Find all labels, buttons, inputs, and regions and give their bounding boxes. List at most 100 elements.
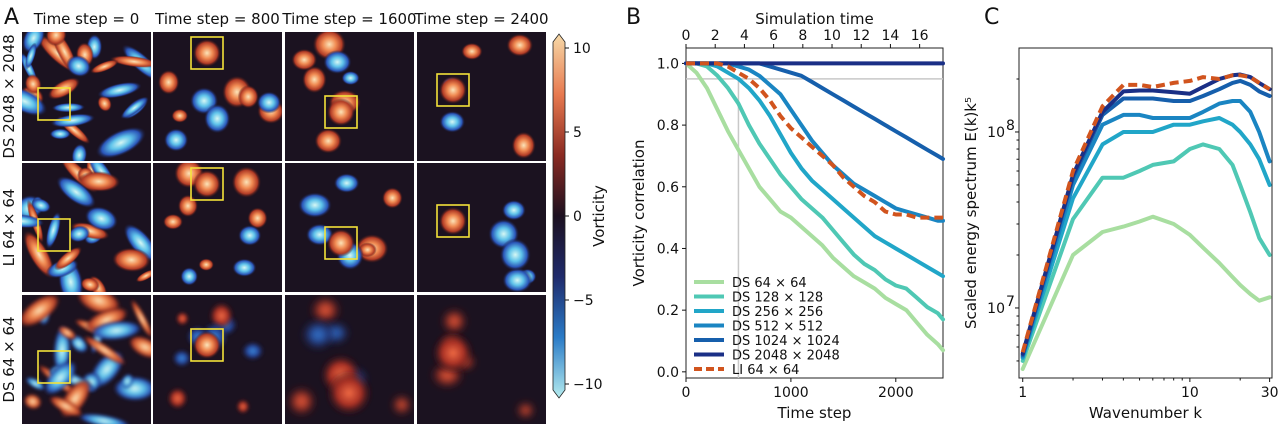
negative-vortex bbox=[24, 42, 37, 70]
positive-vortex bbox=[171, 108, 189, 123]
positive-vortex bbox=[162, 213, 184, 230]
positive-vortex bbox=[58, 325, 77, 340]
positive-vortex bbox=[97, 95, 112, 112]
legend-label: DS 256 × 256 bbox=[732, 305, 823, 320]
negative-vortex bbox=[71, 143, 88, 161]
vorticity-snapshot bbox=[153, 295, 282, 424]
tracked-vortex bbox=[327, 229, 355, 257]
top-x-tick-label: 2 bbox=[711, 28, 720, 44]
positive-vortex bbox=[135, 269, 151, 283]
tracked-vortex bbox=[439, 207, 467, 235]
colorbar-tick-label: −5 bbox=[573, 293, 594, 309]
panel-label-b: B bbox=[626, 5, 641, 30]
negative-vortex bbox=[499, 238, 531, 272]
negative-vortex bbox=[297, 192, 332, 218]
y-tick-label: 0.6 bbox=[657, 180, 679, 196]
highlight-box bbox=[436, 204, 470, 238]
positive-vortex bbox=[48, 395, 84, 418]
colorbar-label: Vorticity bbox=[590, 185, 608, 247]
highlight-box bbox=[324, 95, 358, 129]
negative-vortex bbox=[123, 223, 151, 263]
negative-vortex bbox=[25, 376, 46, 391]
negative-vortex bbox=[301, 319, 335, 351]
highlight-box bbox=[190, 36, 224, 70]
colorbar-tick-label: 10 bbox=[573, 41, 591, 57]
vorticity-snapshot bbox=[153, 32, 282, 161]
top-x-axis-label: Simulation time bbox=[755, 10, 874, 28]
negative-vortex bbox=[501, 199, 526, 221]
positive-vortex bbox=[441, 308, 468, 335]
top-x-tick-label: 4 bbox=[740, 28, 749, 44]
column-title: Time step = 1600 bbox=[281, 10, 416, 28]
negative-vortex bbox=[22, 86, 48, 117]
y-tick-label: 0.2 bbox=[657, 303, 679, 319]
row-label: LI 64 × 64 bbox=[0, 189, 18, 267]
negative-vortex bbox=[30, 198, 51, 213]
highlight-box bbox=[190, 167, 224, 201]
negative-vortex bbox=[121, 373, 134, 390]
vorticity-snapshot bbox=[22, 163, 151, 292]
vorticity-snapshot bbox=[285, 32, 414, 161]
tracked-vortex bbox=[431, 331, 475, 375]
positive-vortex bbox=[175, 310, 190, 327]
highlight-box bbox=[37, 218, 71, 252]
vorticity-snapshot bbox=[22, 32, 151, 161]
negative-vortex bbox=[238, 225, 262, 246]
top-x-tick-label: 14 bbox=[882, 28, 900, 44]
negative-vortex bbox=[89, 320, 143, 341]
negative-vortex bbox=[203, 103, 231, 134]
series-line bbox=[684, 61, 945, 322]
series-line bbox=[684, 61, 945, 279]
positive-vortex bbox=[54, 246, 83, 271]
positive-vortex bbox=[157, 69, 180, 95]
x-tick-label: 1000 bbox=[773, 385, 809, 401]
negative-vortex bbox=[43, 359, 78, 396]
positive-vortex bbox=[82, 335, 128, 366]
x-axis-label: Time step bbox=[777, 404, 852, 422]
positive-vortex bbox=[291, 48, 318, 71]
negative-vortex bbox=[171, 348, 193, 368]
series-line bbox=[684, 61, 945, 353]
colorbar-tick-label: 0 bbox=[573, 209, 582, 225]
negative-vortex bbox=[502, 267, 533, 292]
negative-vortex bbox=[50, 113, 96, 128]
positive-vortex bbox=[381, 187, 403, 209]
negative-vortex bbox=[256, 91, 282, 114]
series-line bbox=[1020, 99, 1272, 359]
tracked-vortex bbox=[325, 369, 373, 417]
y-tick-label: 0.4 bbox=[657, 241, 679, 257]
positive-vortex bbox=[128, 335, 151, 359]
x-tick-label: 1 bbox=[1018, 385, 1027, 401]
positive-vortex bbox=[391, 394, 412, 416]
y-tick-label: 10 bbox=[987, 301, 1005, 317]
y-tick-exponent: 8 bbox=[1006, 118, 1015, 134]
negative-vortex bbox=[68, 225, 91, 243]
tracked-vortex bbox=[193, 170, 221, 198]
positive-vortex bbox=[177, 194, 199, 218]
column-title: Time step = 800 bbox=[154, 10, 280, 28]
positive-vortex bbox=[461, 42, 483, 60]
plot-frame bbox=[1018, 47, 1273, 379]
y-tick-exponent: 7 bbox=[1006, 294, 1015, 310]
highlight-box bbox=[324, 226, 358, 260]
y-tick-label: 10 bbox=[987, 125, 1005, 141]
negative-vortex bbox=[95, 126, 147, 159]
vorticity-snapshot bbox=[285, 295, 414, 424]
colorbar-tick-label: −10 bbox=[573, 377, 603, 393]
x-tick-label: 30 bbox=[1261, 385, 1279, 401]
legend-label: DS 2048 × 2048 bbox=[732, 349, 840, 364]
vorticity-snapshot bbox=[417, 32, 546, 161]
positive-vortex bbox=[287, 386, 316, 417]
positive-vortex bbox=[77, 171, 121, 192]
highlight-box bbox=[190, 328, 224, 362]
negative-vortex bbox=[49, 128, 71, 140]
negative-vortex bbox=[84, 206, 119, 232]
positive-vortex bbox=[23, 393, 42, 410]
positive-vortex bbox=[506, 33, 534, 57]
y-tick-label: 0.8 bbox=[657, 118, 679, 134]
series-line bbox=[1020, 73, 1271, 353]
negative-vortex bbox=[232, 258, 257, 277]
tracked-vortex bbox=[193, 331, 221, 359]
positive-vortex bbox=[198, 258, 214, 271]
